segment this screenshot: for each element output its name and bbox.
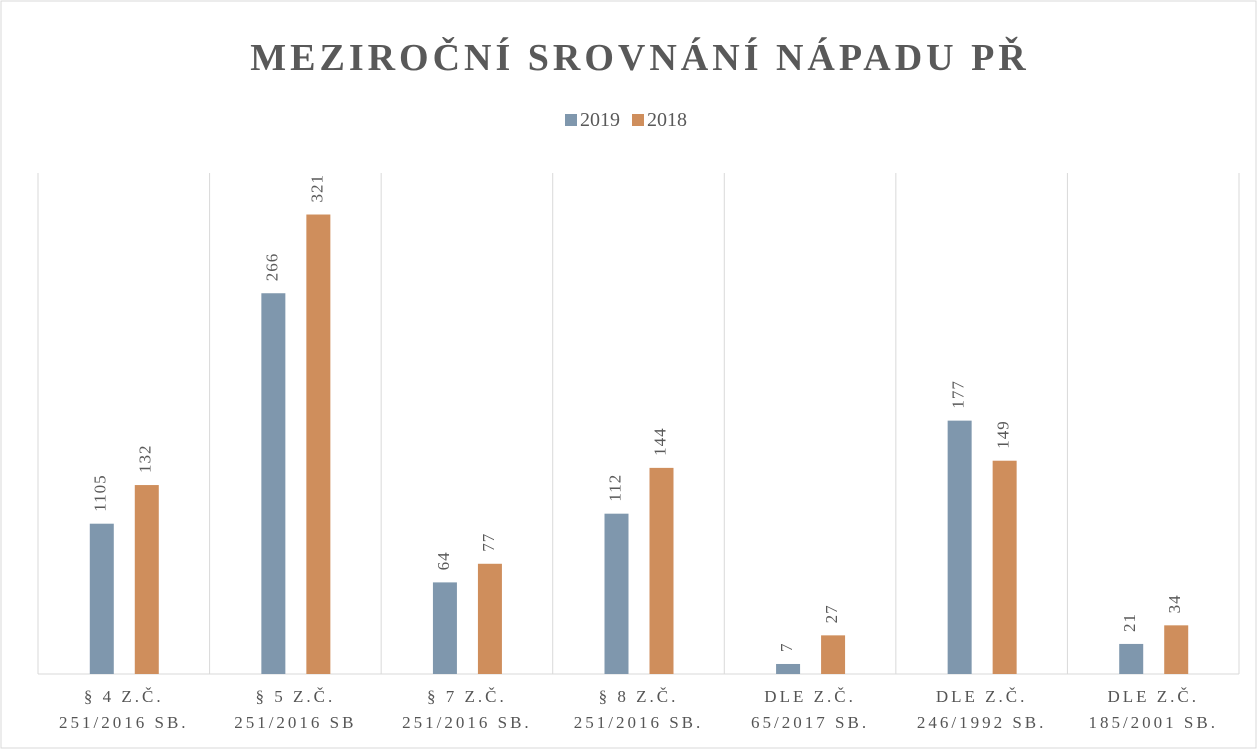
data-label: 77: [479, 533, 498, 552]
data-label: 112: [605, 474, 624, 502]
data-label: 149: [994, 420, 1013, 448]
bar: [432, 582, 457, 674]
data-label: 1105: [91, 474, 110, 511]
data-label: 321: [307, 174, 326, 203]
x-tick-label: § 7 Z.Č. 251/2016 SB.: [402, 687, 532, 732]
data-label: 144: [650, 427, 669, 456]
data-label: 27: [822, 604, 841, 623]
legend-label: 2019: [580, 109, 620, 131]
data-label: 177: [949, 380, 968, 409]
x-tick-label: DLE Z.Č. 185/2001 SB.: [1088, 687, 1218, 732]
legend-swatch: [565, 114, 577, 126]
bar: [649, 467, 674, 674]
bar: [306, 214, 331, 675]
x-tick-label: § 4 Z.Č. 251/2016 SB.: [59, 687, 189, 732]
bar: [89, 523, 114, 674]
data-label: 132: [136, 445, 155, 474]
legend: 2019 2018: [565, 109, 687, 131]
data-label: 7: [777, 642, 796, 652]
chart-title: MEZIROČNÍ SROVNÁNÍ NÁPADU PŘ: [250, 36, 1029, 79]
legend-swatch: [632, 114, 644, 126]
data-label: 64: [434, 551, 453, 570]
legend-label: 2018: [647, 109, 687, 131]
bar: [261, 293, 286, 674]
bar: [134, 485, 159, 674]
x-tick-label: § 5 Z.Č. 251/2016 SB: [234, 687, 357, 732]
bar: [1119, 643, 1144, 674]
x-tick-label: DLE Z.Č. 246/1992 SB.: [916, 687, 1047, 732]
x-tick-label: DLE Z.Č. 65/2017 SB.: [751, 687, 870, 732]
bar: [947, 420, 972, 674]
bar: [776, 663, 801, 674]
data-label: 34: [1165, 594, 1184, 613]
bar: [604, 513, 629, 674]
bar: [821, 635, 846, 674]
bar: [1164, 625, 1189, 674]
x-tick-label: § 8 Z.Č. 251/2016 SB.: [573, 687, 704, 732]
bar: [992, 460, 1017, 674]
bar: [477, 563, 502, 674]
data-label: 21: [1120, 613, 1139, 632]
data-label: 266: [262, 253, 281, 282]
